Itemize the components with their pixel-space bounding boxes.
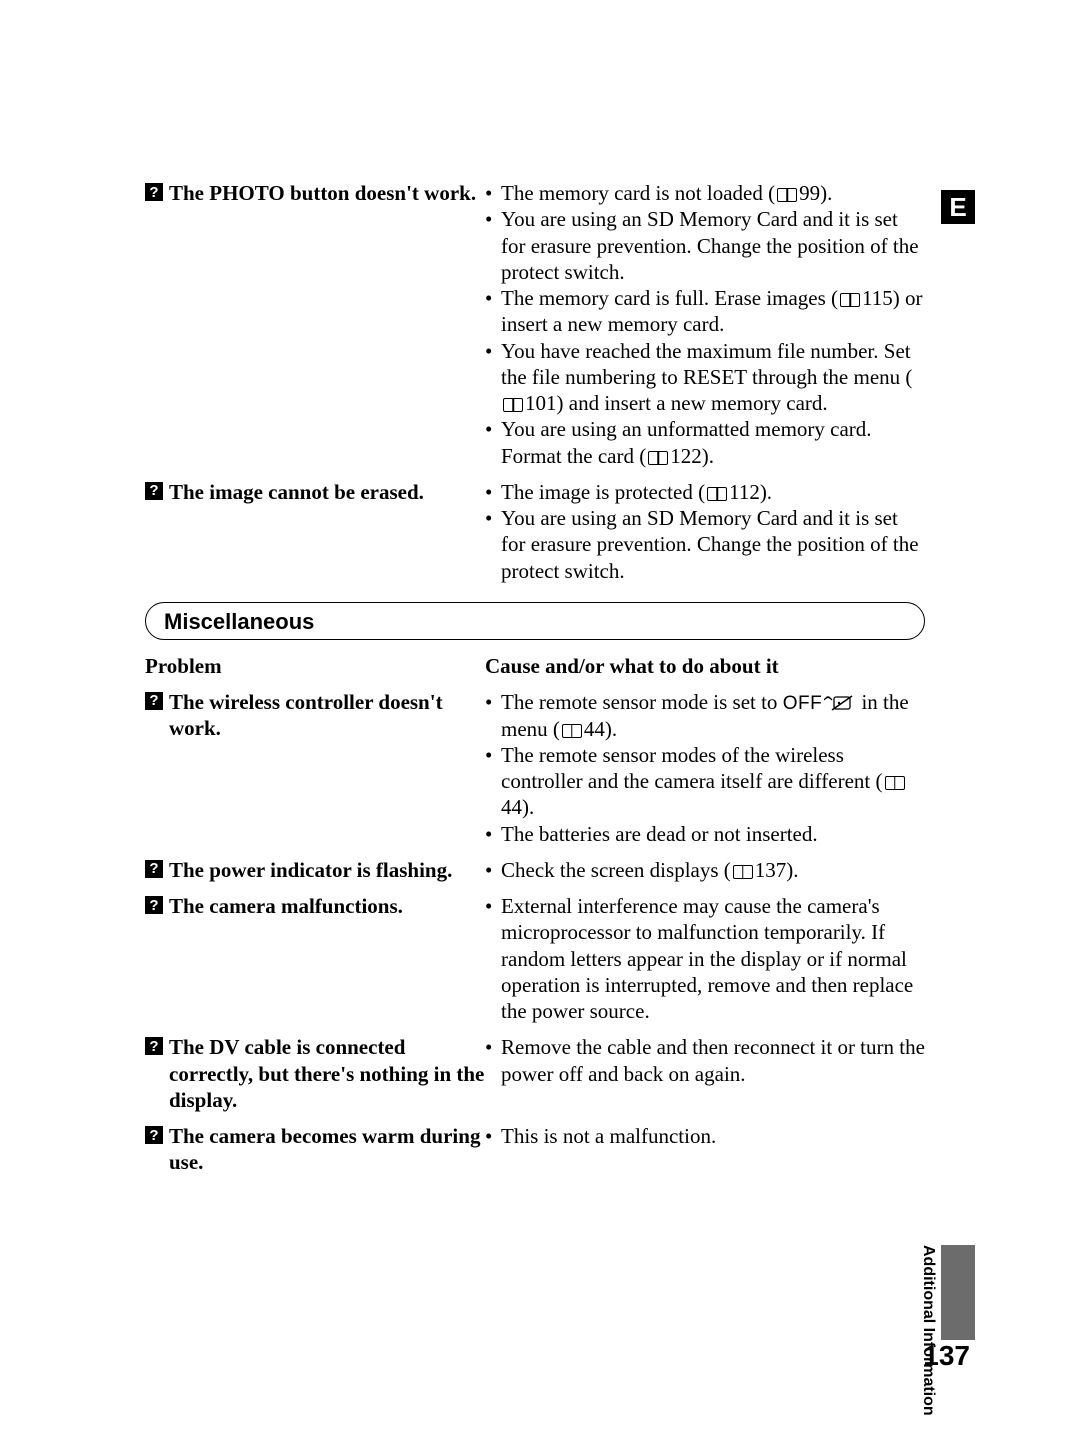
off-label: OFF: [783, 693, 823, 714]
cause-cell: The memory card is not loaded (99).You a…: [485, 180, 925, 469]
cause-list: External interference may cause the came…: [485, 893, 925, 1024]
cause-list: Check the screen displays (137).: [485, 857, 925, 883]
problem-text: The power indicator is flashing.: [169, 857, 452, 883]
header-cause: Cause and/or what to do about it: [485, 654, 925, 679]
problem-text: The camera becomes warm during use.: [169, 1123, 485, 1176]
problem-cell: ? The PHOTO button doesn't work.: [145, 180, 485, 469]
header-problem: Problem: [145, 654, 485, 679]
book-icon: [885, 776, 905, 790]
question-icon: ?: [145, 482, 163, 500]
cause-list: The remote sensor mode is set to OFF in …: [485, 689, 925, 847]
question-icon: ?: [145, 183, 163, 201]
cause-cell: Remove the cable and then reconnect it o…: [485, 1034, 925, 1113]
troubleshoot-row: ?The wireless controller doesn't work.Th…: [145, 689, 925, 847]
question-icon: ?: [145, 1126, 163, 1144]
book-icon: [840, 293, 860, 307]
section-title: Miscellaneous: [164, 609, 906, 635]
cause-list: This is not a malfunction.: [485, 1123, 925, 1149]
side-tab: [941, 1245, 975, 1340]
problem-text: The image cannot be erased.: [169, 479, 424, 505]
cause-item: External interference may cause the came…: [485, 893, 925, 1024]
cause-item: The remote sensor modes of the wireless …: [485, 742, 925, 821]
cause-item: Remove the cable and then reconnect it o…: [485, 1034, 925, 1087]
book-icon: [707, 487, 727, 501]
cause-item: The remote sensor mode is set to OFF in …: [485, 689, 925, 742]
cause-list: The memory card is not loaded (99).You a…: [485, 180, 925, 469]
book-icon: [503, 398, 523, 412]
problem-text: The camera malfunctions.: [169, 893, 403, 919]
troubleshoot-row: ? The power indicator is flashing. Check t…: [145, 857, 925, 883]
troubleshoot-row: ? The DV cable is connected correctly, bu…: [145, 1034, 925, 1113]
side-label-line1: Additional: [920, 1245, 937, 1323]
cause-item: You are using an SD Memory Card and it i…: [485, 505, 925, 584]
question-icon: ?: [145, 1037, 163, 1055]
cause-item: You are using an unformatted memory card…: [485, 416, 925, 469]
problem-text: The DV cable is connected correctly, but…: [169, 1034, 485, 1113]
problem-cell: ? The camera becomes warm during use.: [145, 1123, 485, 1176]
troubleshoot-row: ? The PHOTO button doesn't work. The memor…: [145, 180, 925, 469]
book-icon: [648, 451, 668, 465]
question-icon: ?: [145, 896, 163, 914]
side-label: Additional Information: [908, 1245, 936, 1416]
troubleshoot-row: ? The image cannot be erased. The image is…: [145, 479, 925, 584]
cause-item: Check the screen displays (137).: [485, 857, 925, 883]
problem-text: The wireless controller doesn't work.: [169, 689, 485, 742]
cause-cell: The image is protected (112).You are usi…: [485, 479, 925, 584]
language-badge: E: [941, 190, 975, 224]
cause-cell: The remote sensor mode is set to OFF in …: [485, 689, 925, 847]
cause-cell: Check the screen displays (137).: [485, 857, 925, 883]
problem-cell: ? The camera malfunctions.: [145, 893, 485, 1024]
problem-text: The PHOTO button doesn't work.: [169, 180, 476, 206]
remote-off-icon: [824, 694, 854, 712]
cause-item: The batteries are dead or not inserted.: [485, 821, 925, 847]
cause-item: The memory card is not loaded (99).: [485, 180, 925, 206]
misc-troubleshoot-rows: ?The wireless controller doesn't work.Th…: [145, 689, 965, 1176]
cause-item: You are using an SD Memory Card and it i…: [485, 206, 925, 285]
cause-item: The image is protected (112).: [485, 479, 925, 505]
column-headers: Problem Cause and/or what to do about it: [145, 654, 925, 679]
book-icon: [733, 865, 753, 879]
section-header-misc: Miscellaneous: [145, 602, 925, 640]
cause-cell: This is not a malfunction.: [485, 1123, 925, 1176]
problem-cell: ? The wireless controller doesn't work.: [145, 689, 485, 847]
question-icon: ?: [145, 692, 163, 710]
troubleshoot-row: ? The camera becomes warm during use.This…: [145, 1123, 925, 1176]
book-icon: [562, 724, 582, 738]
question-icon: ?: [145, 860, 163, 878]
problem-cell: ? The power indicator is flashing.: [145, 857, 485, 883]
book-icon: [777, 188, 797, 202]
cause-list: Remove the cable and then reconnect it o…: [485, 1034, 925, 1087]
cause-item: The memory card is full. Erase images (1…: [485, 285, 925, 338]
cause-cell: External interference may cause the came…: [485, 893, 925, 1024]
problem-cell: ? The DV cable is connected correctly, bu…: [145, 1034, 485, 1113]
problem-cell: ? The image cannot be erased.: [145, 479, 485, 584]
troubleshoot-row: ? The camera malfunctions. External interf…: [145, 893, 925, 1024]
page-number: 137: [923, 1340, 970, 1372]
cause-list: The image is protected (112).You are usi…: [485, 479, 925, 584]
cause-item: This is not a malfunction.: [485, 1123, 925, 1149]
top-troubleshoot-rows: ? The PHOTO button doesn't work. The memor…: [145, 180, 965, 584]
cause-item: You have reached the maximum file number…: [485, 338, 925, 417]
